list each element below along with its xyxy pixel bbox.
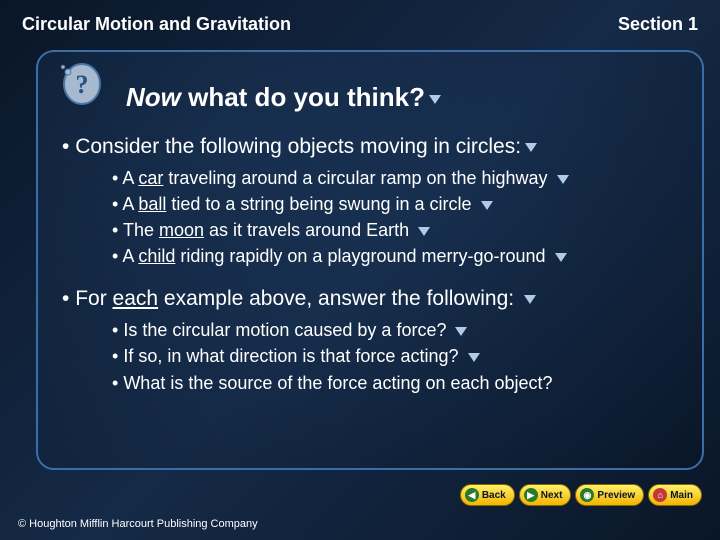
content-frame: Now what do you think? Consider the foll… — [36, 50, 704, 470]
chevron-down-icon — [481, 201, 493, 210]
slide: Circular Motion and Gravitation Section … — [0, 0, 720, 540]
list-item: Is the circular motion caused by a force… — [112, 317, 678, 343]
chevron-down-icon — [524, 295, 536, 304]
bullet-list-1: Consider the following objects moving in… — [62, 135, 678, 396]
header: Circular Motion and Gravitation Section … — [0, 0, 720, 43]
back-button[interactable]: ◀Back — [460, 484, 515, 506]
main-button[interactable]: ⌂Main — [648, 484, 702, 506]
chevron-down-icon — [557, 175, 569, 184]
home-icon: ⌂ — [653, 488, 667, 502]
sub-list: A car traveling around a circular ramp o… — [112, 165, 678, 269]
chevron-down-icon — [555, 253, 567, 262]
title-now: Now — [126, 82, 181, 112]
list-item: For each example above, answer the follo… — [62, 287, 678, 395]
section-label: Section 1 — [618, 14, 698, 35]
list-item: Consider the following objects moving in… — [62, 135, 678, 269]
chevron-down-icon — [418, 227, 430, 236]
list-item: If so, in what direction is that force a… — [112, 343, 678, 369]
back-arrow-icon: ◀ — [465, 488, 479, 502]
title-rest: what do you think? — [181, 82, 425, 112]
list-item: The moon as it travels around Earth — [112, 217, 678, 243]
chevron-down-icon — [525, 143, 537, 152]
slide-title: Now what do you think? — [126, 82, 678, 113]
next-arrow-icon: ▶ — [524, 488, 538, 502]
list-item: What is the source of the force acting o… — [112, 370, 678, 396]
chapter-title: Circular Motion and Gravitation — [22, 14, 291, 35]
list-item: A car traveling around a circular ramp o… — [112, 165, 678, 191]
chevron-down-icon — [455, 327, 467, 336]
copyright-text: © Houghton Mifflin Harcourt Publishing C… — [18, 518, 258, 530]
chevron-down-icon — [429, 95, 441, 104]
next-button[interactable]: ▶Next — [519, 484, 572, 506]
nav-bar: ◀Back ▶Next ◉Preview ⌂Main — [460, 484, 702, 506]
preview-icon: ◉ — [580, 488, 594, 502]
intro-text: Consider the following objects moving in… — [75, 135, 521, 158]
preview-button[interactable]: ◉Preview — [575, 484, 644, 506]
chevron-down-icon — [468, 353, 480, 362]
list-item: A child riding rapidly on a playground m… — [112, 243, 678, 269]
sub-list: Is the circular motion caused by a force… — [112, 317, 678, 395]
list-item: A ball tied to a string being swung in a… — [112, 191, 678, 217]
